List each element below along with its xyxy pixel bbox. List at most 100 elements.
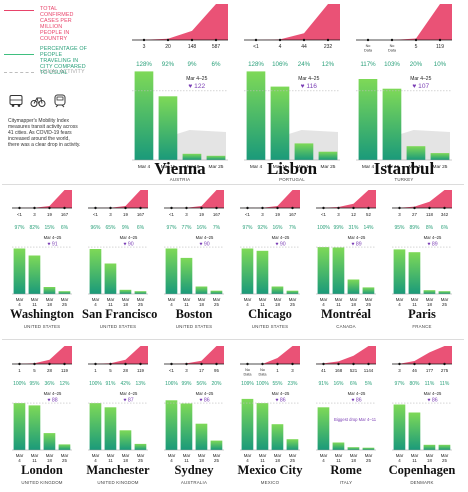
cases-tick-label: 167 bbox=[137, 212, 145, 217]
category-label: Mar bbox=[168, 453, 176, 458]
category-label: Mar bbox=[16, 453, 24, 458]
bar-value-label: 99% bbox=[333, 225, 344, 231]
bar bbox=[241, 398, 254, 450]
bar bbox=[256, 250, 269, 294]
cases-tick-label: <1 bbox=[245, 212, 251, 217]
bar bbox=[104, 263, 117, 294]
cases-legend-line bbox=[4, 10, 34, 11]
cases-tick bbox=[170, 362, 173, 366]
drop-value-label: ♥ 87 bbox=[123, 398, 133, 404]
city-name: Washington bbox=[10, 307, 74, 321]
chart-svg: 3 46 177 27597%Mar480%Mar1111%Mar1811%Mar25… bbox=[392, 346, 452, 463]
bar-value-label: 82% bbox=[29, 225, 40, 231]
cases-tick bbox=[443, 206, 446, 210]
cases-tick bbox=[398, 362, 401, 366]
bar bbox=[58, 291, 71, 294]
bar-value-label: 56% bbox=[196, 381, 207, 387]
drop-period-label: Mar 4–25 bbox=[410, 76, 431, 82]
cases-tick-label: No bbox=[390, 44, 395, 48]
bar bbox=[134, 443, 147, 450]
bar bbox=[393, 404, 406, 450]
note-label: Biggest drop Mar 4–11 bbox=[334, 417, 377, 422]
cases-tick bbox=[33, 206, 36, 210]
cases-tick bbox=[443, 362, 446, 366]
category-label: 4 bbox=[322, 458, 325, 463]
bar-value-label: 14% bbox=[363, 225, 374, 231]
cases-tick-label: 3 bbox=[291, 368, 294, 373]
cases-tick bbox=[185, 362, 188, 366]
chart-svg: <1 3 19 16796%Mar465%Mar119%Mar186%Mar25Mar… bbox=[88, 190, 148, 307]
cases-tick bbox=[109, 362, 112, 366]
drop-value-label: ♥ 86 bbox=[351, 398, 361, 404]
bar bbox=[358, 79, 378, 160]
cases-tick bbox=[94, 362, 97, 366]
cases-tick-label: 119 bbox=[137, 368, 145, 373]
category-label: Mar 11 bbox=[273, 164, 288, 170]
category-label: Mar bbox=[335, 297, 343, 302]
bar bbox=[430, 153, 450, 160]
country-name: UNITED STATES bbox=[23, 324, 61, 329]
bar bbox=[241, 248, 254, 294]
cases-tick-label: No bbox=[366, 44, 371, 48]
category-label: Mar bbox=[441, 453, 449, 458]
bar-value-label: 20% bbox=[410, 61, 423, 68]
cases-tick bbox=[190, 38, 194, 42]
category-label: 4 bbox=[170, 302, 173, 307]
bar bbox=[43, 287, 56, 294]
city-name: Istanbul bbox=[373, 159, 435, 178]
cases-tick-label: 28 bbox=[123, 368, 128, 373]
city-name: Lisbon bbox=[266, 159, 318, 178]
cases-tick-label: 275 bbox=[441, 368, 449, 373]
bar-value-label: 99% bbox=[181, 381, 192, 387]
category-label: 25 bbox=[290, 458, 295, 463]
category-label: 11 bbox=[108, 458, 113, 463]
cases-tick-label: 19 bbox=[199, 212, 204, 217]
category-label: 18 bbox=[123, 458, 128, 463]
cases-tick-label: 19 bbox=[123, 212, 128, 217]
bar bbox=[393, 249, 406, 294]
cases-tick bbox=[337, 206, 340, 210]
category-label: 18 bbox=[47, 302, 52, 307]
cases-tick-label: Data bbox=[364, 49, 373, 53]
category-label: Mar bbox=[46, 453, 54, 458]
drop-value-label: ♥ 116 bbox=[301, 83, 318, 90]
bar bbox=[182, 153, 202, 160]
usual-legend-line bbox=[4, 72, 34, 73]
bar bbox=[104, 407, 117, 450]
bar bbox=[317, 407, 330, 450]
bar bbox=[165, 400, 178, 450]
cases-tick-label: No bbox=[245, 368, 250, 372]
cases-tick bbox=[170, 206, 173, 210]
bar bbox=[180, 403, 193, 450]
bar-value-label: 103% bbox=[384, 61, 400, 68]
bar bbox=[43, 433, 56, 450]
cases-tick bbox=[366, 38, 370, 42]
cases-tick-label: 28 bbox=[47, 368, 52, 373]
bar-value-label: 10% bbox=[434, 61, 447, 68]
cases-tick bbox=[246, 362, 249, 366]
city-name: Paris bbox=[408, 307, 436, 321]
cases-tick-label: 168 bbox=[335, 368, 343, 373]
panel-paris: 3 27 118 342 95% Mar 4 89% Mar 11 8% Mar 18 6% Mar 25 Ma… bbox=[386, 186, 458, 336]
category-label: Mar bbox=[335, 453, 343, 458]
cases-tick bbox=[94, 206, 97, 210]
category-label: 4 bbox=[18, 302, 21, 307]
panel-san-francisco: <1 3 19 167 96% Mar 4 65% Mar 11 9% Mar 18 6% Mar 25 Mar… bbox=[82, 186, 157, 336]
category-label: 25 bbox=[442, 458, 447, 463]
drop-value-label: ♥ 90 bbox=[199, 242, 209, 248]
country-name: DENMARK bbox=[410, 480, 434, 485]
bar bbox=[180, 257, 193, 294]
drop-period-label: Mar 4–25 bbox=[272, 391, 290, 396]
chart-svg: 41 168 521 114491%Mar416%Mar116%Mar185%Mar2… bbox=[316, 346, 377, 463]
category-label: 25 bbox=[214, 458, 219, 463]
cases-area bbox=[88, 346, 148, 364]
drop-value-label: ♥ 90 bbox=[123, 242, 133, 248]
country-name: UNITED STATES bbox=[251, 324, 289, 329]
bar-value-label: 7% bbox=[289, 225, 297, 231]
cases-area bbox=[240, 190, 300, 208]
cases-tick bbox=[398, 206, 401, 210]
cases-tick-label: 5 bbox=[109, 368, 112, 373]
city-name: Sydney bbox=[174, 463, 214, 477]
bar bbox=[28, 255, 41, 294]
